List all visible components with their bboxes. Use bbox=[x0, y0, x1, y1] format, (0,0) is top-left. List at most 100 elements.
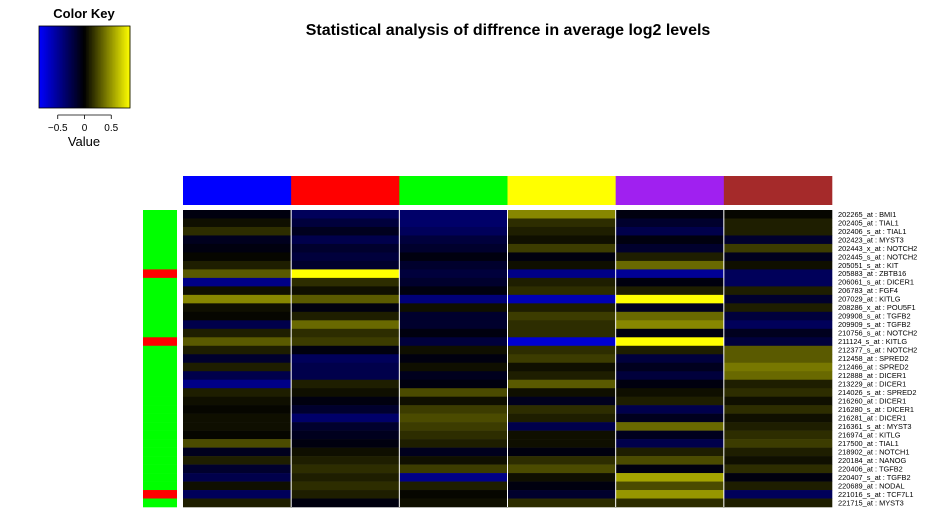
color-key-stripe bbox=[101, 26, 104, 108]
heatmap-cell bbox=[615, 405, 725, 414]
heatmap-cell bbox=[507, 294, 616, 304]
heatmap-cell bbox=[183, 328, 292, 338]
row-color-29 bbox=[143, 447, 177, 457]
heatmap-cell bbox=[507, 362, 616, 372]
color-key-stripe bbox=[69, 26, 72, 108]
heatmap-cell bbox=[399, 439, 508, 448]
heatmap-cell bbox=[615, 388, 725, 397]
heatmap-cell bbox=[291, 456, 400, 465]
row-color-19 bbox=[143, 362, 177, 372]
color-key-stripe bbox=[84, 26, 87, 108]
heatmap-cell bbox=[183, 235, 292, 245]
heatmap-cell bbox=[615, 439, 725, 448]
heatmap-cell bbox=[399, 456, 508, 465]
heatmap-cell bbox=[291, 447, 400, 457]
row-label: 216361_s_at : MYST3 bbox=[838, 422, 912, 431]
heatmap-cell bbox=[399, 328, 508, 338]
heatmap-cell bbox=[615, 362, 725, 372]
heatmap-cell bbox=[291, 218, 400, 228]
color-key-stripe bbox=[66, 26, 69, 108]
heatmap-cell bbox=[291, 243, 400, 253]
heatmap-cell bbox=[723, 371, 833, 381]
row-label: 216260_at : DICER1 bbox=[838, 397, 906, 406]
heatmap-cell bbox=[507, 439, 616, 448]
heatmap-cell bbox=[507, 481, 616, 491]
heatmap-cell bbox=[723, 447, 833, 457]
heatmap-cell bbox=[399, 473, 508, 482]
heatmap-cell bbox=[615, 490, 725, 499]
row-label: 221715_at : MYST3 bbox=[838, 498, 904, 507]
heatmap-cell bbox=[291, 328, 400, 338]
heatmap-cell bbox=[723, 396, 833, 406]
row-label: 216281_at : DICER1 bbox=[838, 414, 906, 423]
color-key-stripe bbox=[57, 26, 60, 108]
heatmap-cell bbox=[399, 388, 508, 397]
heatmap-cell bbox=[399, 294, 508, 304]
heatmap-cell bbox=[723, 422, 833, 431]
heatmap-cell bbox=[723, 405, 833, 414]
heatmap-cell bbox=[507, 277, 616, 287]
heatmap-cell bbox=[615, 473, 725, 482]
heatmap-cell bbox=[723, 439, 833, 448]
heatmap-cell bbox=[615, 260, 725, 270]
heatmap-cell bbox=[615, 430, 725, 440]
row-label: 212888_at : DICER1 bbox=[838, 371, 906, 380]
color-key-stripe bbox=[75, 26, 78, 108]
row-color-11 bbox=[143, 294, 177, 304]
heatmap-cell bbox=[723, 303, 833, 313]
heatmap-cell bbox=[723, 252, 833, 262]
heatmap-cell bbox=[507, 226, 616, 236]
color-key-stripe bbox=[107, 26, 110, 108]
row-label: 213229_at : DICER1 bbox=[838, 380, 906, 389]
heatmap-cell bbox=[183, 464, 292, 474]
row-label: 205051_s_at : KIT bbox=[838, 261, 899, 270]
heatmap-cell bbox=[615, 447, 725, 457]
heatmap-cell bbox=[507, 218, 616, 228]
color-key-border bbox=[38, 25, 131, 109]
row-color-5 bbox=[143, 243, 177, 253]
row-color-13 bbox=[143, 311, 177, 321]
heatmap-cell bbox=[291, 252, 400, 262]
color-key-stripe bbox=[98, 26, 101, 108]
heatmap-cell bbox=[291, 490, 400, 499]
heatmap-cell bbox=[291, 354, 400, 364]
heatmap-cell bbox=[723, 354, 833, 364]
heatmap-cell bbox=[399, 422, 508, 431]
column-color-2 bbox=[291, 176, 400, 205]
heatmap-cell bbox=[399, 269, 508, 279]
color-key-stripe bbox=[42, 26, 44, 108]
color-key-stripe bbox=[45, 26, 47, 108]
heatmap-cell bbox=[291, 269, 400, 279]
heatmap-cell bbox=[183, 260, 292, 270]
heatmap-cell bbox=[183, 422, 292, 431]
row-label: 209909_s_at : TGFB2 bbox=[838, 320, 911, 329]
color-key-stripe bbox=[67, 26, 70, 108]
row-label: 216974_at : KITLG bbox=[838, 430, 901, 439]
row-label: 220406_at : TGFB2 bbox=[838, 464, 903, 473]
row-label: 212458_at : SPRED2 bbox=[838, 354, 909, 363]
heatmap-cell bbox=[507, 490, 616, 499]
row-color-26 bbox=[143, 422, 177, 431]
heatmap-cell bbox=[399, 362, 508, 372]
heatmap-cell bbox=[399, 354, 508, 364]
heatmap-cell bbox=[399, 405, 508, 414]
heatmap-cell bbox=[183, 439, 292, 448]
row-label: 212377_s_at : NOTCH2 bbox=[838, 346, 917, 355]
heatmap-cell bbox=[507, 430, 616, 440]
row-label: 205883_at : ZBTB16 bbox=[838, 269, 906, 278]
heatmap-cell bbox=[399, 371, 508, 381]
heatmap-cell bbox=[183, 481, 292, 491]
heatmap-cell bbox=[723, 388, 833, 397]
color-key-stripe bbox=[49, 26, 52, 108]
heatmap-cell bbox=[183, 430, 292, 440]
heatmap-cell bbox=[183, 473, 292, 482]
row-color-1 bbox=[143, 210, 177, 219]
row-color-33 bbox=[143, 481, 177, 491]
heatmap-cell bbox=[399, 286, 508, 296]
heatmap-cell bbox=[615, 294, 725, 304]
heatmap-cell bbox=[291, 464, 400, 474]
heatmap-cell bbox=[615, 379, 725, 389]
row-color-34 bbox=[143, 490, 177, 499]
color-key-stripe bbox=[52, 26, 55, 108]
row-color-9 bbox=[143, 277, 177, 287]
